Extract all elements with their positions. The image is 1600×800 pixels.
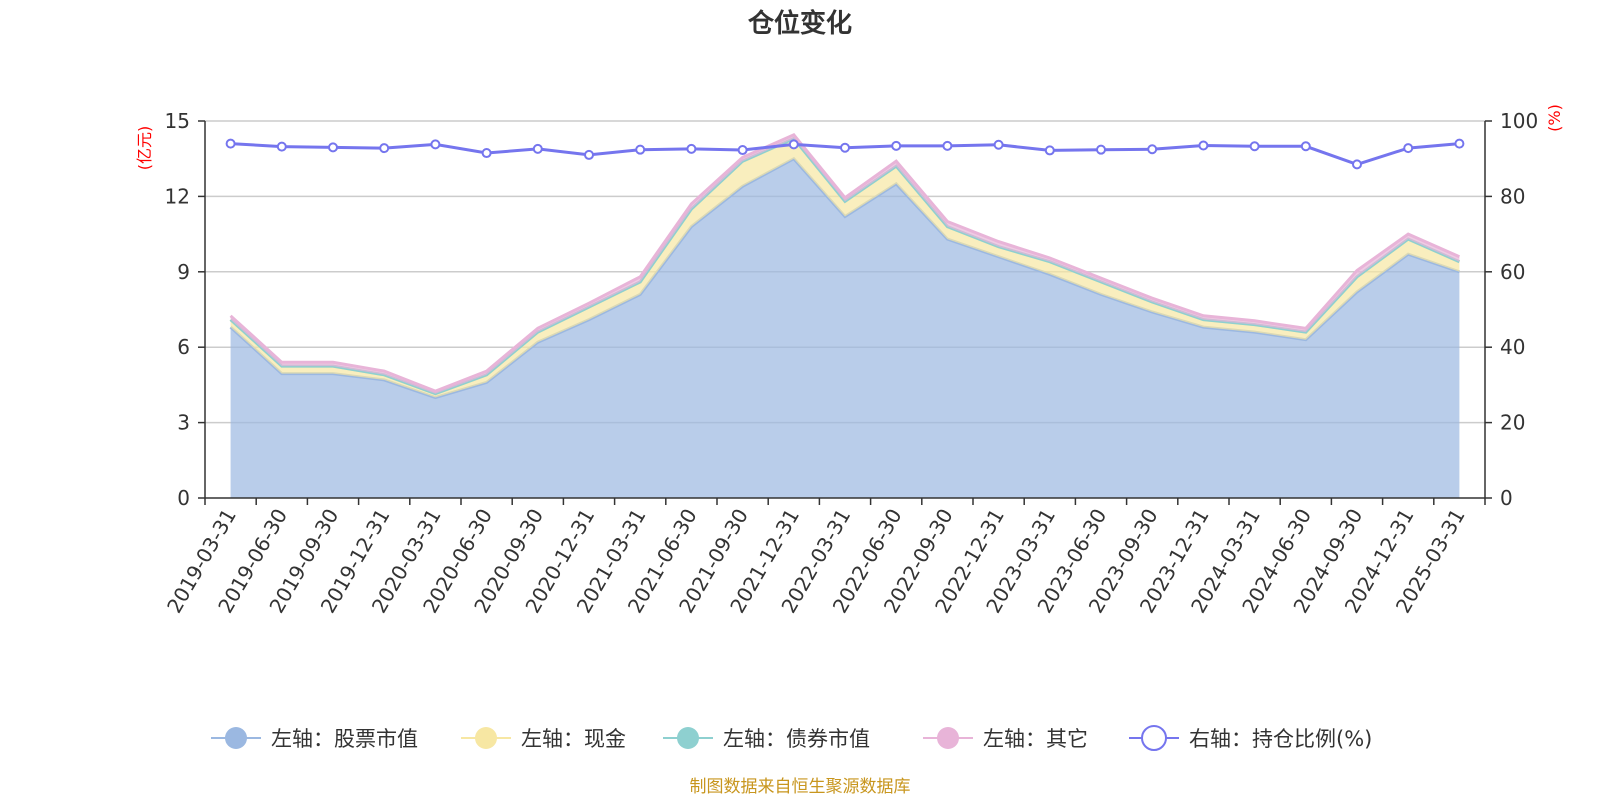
- ratio-point: [1198, 140, 1209, 151]
- ratio-point: [1044, 145, 1055, 156]
- y-right-tick-label: 40: [1500, 335, 1525, 359]
- ratio-point: [1147, 144, 1158, 155]
- legend-label: 左轴：债券市值: [723, 727, 870, 751]
- ratio-point: [840, 142, 850, 153]
- ratio-point: [1403, 143, 1414, 154]
- legend-marker: [937, 727, 959, 749]
- ratio-point: [276, 141, 287, 152]
- ratio-point: [584, 149, 594, 160]
- left-axis-unit: (亿元): [135, 126, 154, 171]
- ratio-point: [225, 138, 236, 149]
- ratio-point: [1300, 141, 1311, 152]
- source-note: 制图数据来自恒生聚源数据库: [690, 777, 911, 797]
- y-right-tick-label: 80: [1500, 184, 1525, 208]
- ratio-point: [993, 139, 1004, 150]
- ratio-point: [328, 142, 338, 153]
- ratio-line-series: [225, 138, 1465, 170]
- legend: 左轴：股票市值 左轴：现金 左轴：债券市值 左轴：其它 右轴：持仓比例(%): [211, 725, 1372, 751]
- ratio-point: [737, 145, 748, 156]
- area-line-series-3: [229, 132, 1461, 393]
- ratio-point: [686, 143, 697, 154]
- y-right-tick-label: 0: [1500, 486, 1513, 510]
- area-series-0: [230, 158, 1460, 498]
- legend-marker: [225, 727, 247, 749]
- ratio-point: [532, 143, 543, 154]
- ratio-point: [1352, 159, 1362, 170]
- ratio-point: [891, 140, 902, 151]
- ratio-point: [430, 139, 441, 150]
- ratio-point: [635, 144, 646, 155]
- ratio-point: [1454, 138, 1465, 149]
- y-left-tick-label: 3: [177, 411, 190, 435]
- legend-label: 左轴：股票市值: [271, 727, 418, 751]
- legend-marker: [475, 727, 497, 749]
- ratio-point: [1249, 141, 1260, 152]
- legend-label: 左轴：现金: [521, 727, 626, 751]
- y-left-tick-label: 0: [177, 486, 190, 510]
- legend-label: 左轴：其它: [983, 727, 1088, 751]
- y-left-tick-label: 6: [177, 335, 190, 359]
- ratio-point: [481, 148, 492, 159]
- legend-label: 右轴：持仓比例(%): [1189, 727, 1372, 751]
- legend-marker: [1141, 725, 1167, 751]
- legend-marker: [677, 727, 699, 749]
- y-right-tick-label: 20: [1500, 411, 1525, 435]
- y-left-tick-label: 12: [165, 184, 190, 208]
- right-axis-unit: (%): [1545, 104, 1564, 132]
- y-left-tick-label: 15: [165, 109, 190, 133]
- y-right-tick-label: 100: [1500, 109, 1538, 133]
- ratio-point: [788, 139, 799, 150]
- ratio-point: [379, 143, 390, 154]
- ratio-point: [1096, 144, 1106, 155]
- ratio-point: [942, 140, 953, 151]
- y-left-tick-label: 9: [177, 260, 190, 284]
- y-right-tick-label: 60: [1500, 260, 1525, 284]
- stacked-areas: [229, 132, 1461, 498]
- chart-title: 仓位变化: [747, 8, 852, 39]
